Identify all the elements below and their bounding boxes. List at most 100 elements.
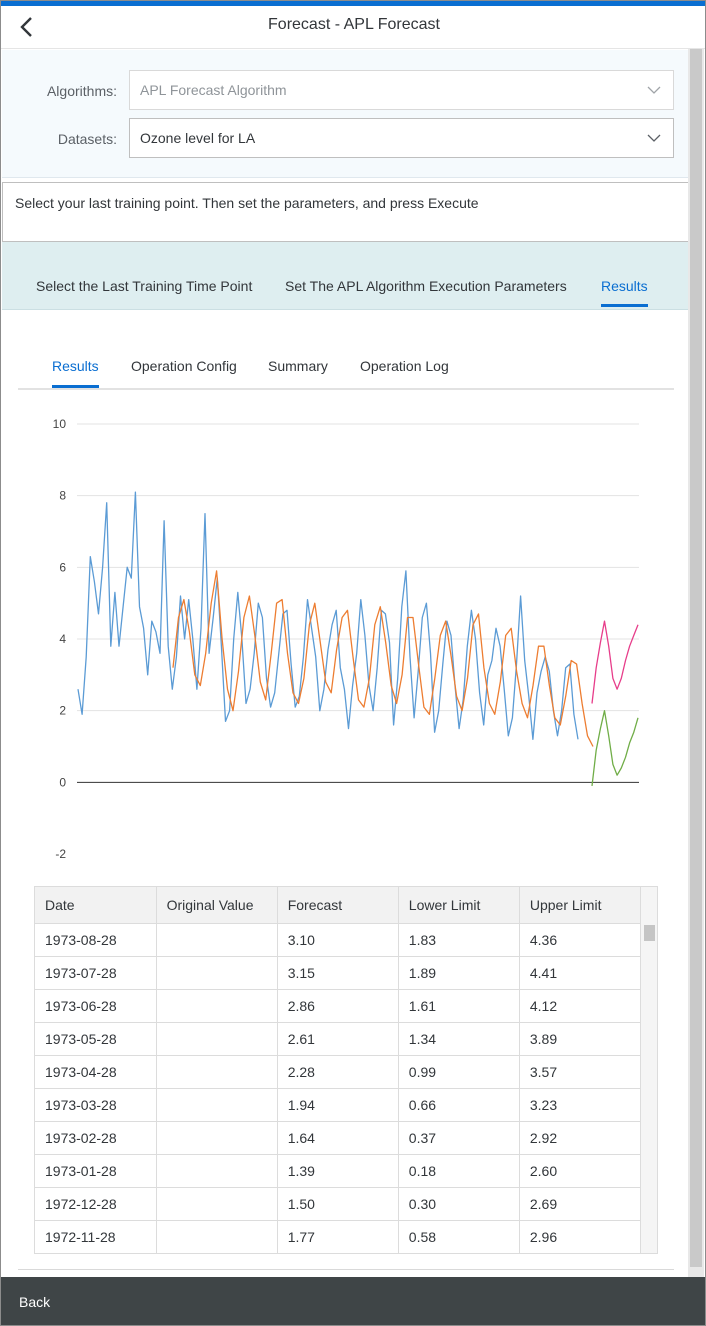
subtab-active-indicator [52, 385, 99, 388]
table-row[interactable]: 1973-04-28 2.28 0.99 3.57 [35, 1055, 642, 1089]
col-header-date[interactable]: Date [35, 887, 157, 924]
table-row[interactable]: 1972-11-28 1.77 0.58 2.96 [35, 1220, 642, 1253]
col-header-upper-limit[interactable]: Upper Limit [519, 887, 642, 924]
cell-lower-limit: 1.34 [398, 1022, 520, 1056]
result-subtabs: Results Operation Config Summary Operati… [18, 341, 674, 390]
col-header-original-value[interactable]: Original Value [156, 887, 278, 924]
cell-date: 1973-08-28 [35, 923, 157, 957]
datasets-select[interactable]: Ozone level for LA [129, 118, 674, 158]
cell-date: 1973-06-28 [35, 989, 157, 1023]
y-tick-label: -2 [55, 847, 66, 861]
cell-lower-limit: 0.99 [398, 1055, 520, 1089]
cell-upper-limit: 4.36 [519, 923, 642, 957]
cell-upper-limit: 4.12 [519, 989, 642, 1023]
y-tick-label: 6 [59, 560, 66, 574]
datasets-value: Ozone level for LA [140, 130, 256, 146]
cell-upper-limit: 2.96 [519, 1220, 642, 1253]
instruction-message: Select your last training point. Then se… [2, 182, 690, 242]
cell-original-value [156, 1154, 278, 1188]
wizard-step-results[interactable]: Results [601, 278, 648, 294]
cell-date: 1972-11-28 [35, 1220, 157, 1253]
wizard-step-execution-parameters[interactable]: Set The APL Algorithm Execution Paramete… [285, 278, 567, 294]
cell-date: 1973-03-28 [35, 1088, 157, 1122]
table-row[interactable]: 1973-07-28 3.15 1.89 4.41 [35, 956, 642, 990]
footer-bar: Back [1, 1277, 705, 1325]
y-tick-label: 10 [53, 417, 67, 431]
col-header-forecast[interactable]: Forecast [277, 887, 399, 924]
table-scrollbar-thumb[interactable] [644, 925, 655, 941]
cell-lower-limit: 1.61 [398, 989, 520, 1023]
table-row[interactable]: 1973-02-28 1.64 0.37 2.92 [35, 1121, 642, 1155]
cell-upper-limit: 2.92 [519, 1121, 642, 1155]
cell-forecast: 1.50 [277, 1187, 399, 1221]
cell-original-value [156, 1022, 278, 1056]
cell-upper-limit: 3.57 [519, 1055, 642, 1089]
cell-date: 1973-02-28 [35, 1121, 157, 1155]
cell-forecast: 1.77 [277, 1220, 399, 1253]
page-scrollbar-thumb[interactable] [690, 49, 702, 1267]
table-row[interactable]: 1973-03-28 1.94 0.66 3.23 [35, 1088, 642, 1122]
table-scrollbar[interactable] [640, 887, 657, 1253]
cell-forecast: 1.94 [277, 1088, 399, 1122]
cell-forecast: 2.28 [277, 1055, 399, 1089]
back-chevron-icon[interactable] [15, 14, 39, 40]
algorithms-select[interactable]: APL Forecast Algorithm [129, 70, 674, 110]
table-row[interactable]: 1973-06-28 2.86 1.61 4.12 [35, 989, 642, 1023]
top-accent-bar [1, 1, 705, 6]
datasets-label: Datasets: [57, 131, 117, 147]
cell-forecast: 1.39 [277, 1154, 399, 1188]
algorithms-value: APL Forecast Algorithm [140, 82, 287, 98]
cell-original-value [156, 956, 278, 990]
chart-series [77, 491, 639, 786]
table-row[interactable]: 1973-08-28 3.10 1.83 4.36 [35, 923, 642, 957]
y-tick-label: 4 [59, 632, 66, 646]
tab-operation-config[interactable]: Operation Config [131, 358, 237, 374]
cell-date: 1972-12-28 [35, 1187, 157, 1221]
table-row[interactable]: 1973-01-28 1.39 0.18 2.60 [35, 1154, 642, 1188]
cell-upper-limit: 4.41 [519, 956, 642, 990]
cell-original-value [156, 1088, 278, 1122]
cell-original-value [156, 1187, 278, 1221]
page-title: Forecast - APL Forecast [268, 16, 440, 33]
col-header-lower-limit[interactable]: Lower Limit [398, 887, 520, 924]
tab-results[interactable]: Results [52, 358, 99, 374]
chevron-down-icon [647, 134, 661, 142]
y-tick-label: 2 [59, 704, 66, 718]
cell-upper-limit: 3.89 [519, 1022, 642, 1056]
cell-lower-limit: 0.30 [398, 1187, 520, 1221]
y-tick-label: 8 [59, 489, 66, 503]
cell-lower-limit: 1.83 [398, 923, 520, 957]
cell-original-value [156, 923, 278, 957]
cell-original-value [156, 1220, 278, 1253]
table-row[interactable]: 1973-05-28 2.61 1.34 3.89 [35, 1022, 642, 1056]
selection-form: Algorithms: APL Forecast Algorithm Datas… [2, 50, 690, 178]
wizard-steps: Select the Last Training Time Point Set … [2, 242, 690, 310]
cell-forecast: 2.61 [277, 1022, 399, 1056]
page-scrollbar[interactable] [688, 49, 704, 1277]
chevron-down-icon [647, 86, 661, 94]
chart-grid [77, 423, 639, 783]
series-line-3 [591, 710, 639, 786]
series-line-4 [591, 620, 639, 704]
y-tick-label: 0 [59, 775, 66, 789]
cell-upper-limit: 2.69 [519, 1187, 642, 1221]
wizard-step-last-training-point[interactable]: Select the Last Training Time Point [36, 278, 253, 294]
cell-lower-limit: 0.18 [398, 1154, 520, 1188]
tab-summary[interactable]: Summary [268, 358, 328, 374]
cell-date: 1973-01-28 [35, 1154, 157, 1188]
cell-lower-limit: 0.58 [398, 1220, 520, 1253]
algorithms-label: Algorithms: [46, 83, 117, 99]
cell-original-value [156, 989, 278, 1023]
back-button[interactable]: Back [19, 1294, 51, 1310]
series-line-2 [172, 570, 594, 747]
cell-forecast: 1.64 [277, 1121, 399, 1155]
table-header-row: Date Original Value Forecast Lower Limit… [35, 887, 642, 924]
cell-lower-limit: 0.66 [398, 1088, 520, 1122]
table-row[interactable]: 1972-12-28 1.50 0.30 2.69 [35, 1187, 642, 1221]
cell-date: 1973-05-28 [35, 1022, 157, 1056]
wizard-active-indicator [601, 304, 648, 307]
tab-operation-log[interactable]: Operation Log [360, 358, 449, 374]
y-axis-ticks: 10 8 6 4 2 0 -2 [53, 417, 67, 861]
cell-upper-limit: 2.60 [519, 1154, 642, 1188]
